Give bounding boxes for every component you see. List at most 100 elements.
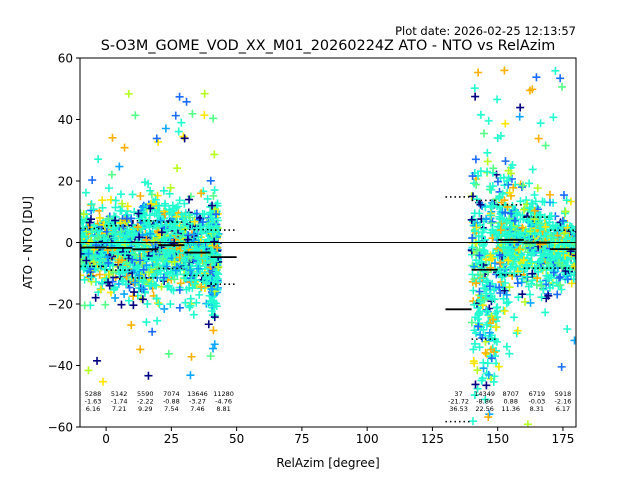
scatter-point (501, 119, 510, 128)
scatter-point (104, 214, 113, 223)
scatter-point (475, 309, 484, 318)
scatter-point (128, 255, 137, 264)
scatter-point (123, 226, 132, 235)
scatter-point (515, 112, 524, 121)
scatter-point (165, 189, 174, 198)
scatter-point (175, 196, 184, 205)
scatter-point (484, 413, 493, 422)
scatter-point (549, 233, 558, 242)
scatter-point (141, 288, 150, 297)
scatter-point (157, 228, 166, 237)
scatter-point (153, 316, 162, 325)
scatter-point (143, 299, 152, 308)
scatter-point (493, 95, 502, 104)
scatter-point (474, 322, 483, 331)
scatter-point (182, 97, 191, 106)
bin-stat-label: 7074 (163, 390, 180, 398)
scatter-point (490, 295, 499, 304)
scatter-point (526, 298, 535, 307)
bin-stat-label: -1.74 (111, 398, 128, 406)
scatter-point (485, 328, 494, 337)
scatter-point (481, 348, 490, 357)
x-tick-label: 25 (164, 432, 179, 446)
scatter-point (486, 251, 495, 260)
scatter-point (475, 251, 484, 260)
scatter-point (163, 268, 172, 277)
x-tick-label: 150 (486, 432, 509, 446)
bin-stat-label: 6.16 (86, 405, 100, 413)
scatter-point (549, 268, 558, 277)
scatter-point (206, 297, 215, 306)
scatter-point (115, 162, 124, 171)
scatter-point (180, 199, 189, 208)
scatter-point (489, 315, 498, 324)
scatter-point (469, 345, 478, 354)
scatter-point (547, 211, 556, 220)
scatter-point (535, 224, 544, 233)
scatter-point (558, 216, 567, 225)
scatter-point (149, 236, 158, 245)
scatter-point (528, 269, 537, 278)
scatter-point (518, 181, 527, 190)
y-axis-label: ATO - NTO [DU] (21, 196, 35, 289)
scatter-point (163, 282, 172, 291)
scatter-point (170, 275, 179, 284)
bin-stat-label: -1.63 (85, 398, 102, 406)
scatter-point (192, 224, 201, 233)
scatter-point (108, 133, 117, 142)
scatter-point (479, 241, 488, 250)
x-tick-label: 100 (356, 432, 379, 446)
scatter-point (492, 303, 501, 312)
scatter-point (86, 272, 95, 281)
scatter-point (507, 223, 516, 232)
bin-statistics (80, 196, 576, 423)
scatter-point (209, 191, 218, 200)
bin-stat-label: 14349 (474, 390, 495, 398)
scatter-point (471, 92, 480, 101)
scatter-point (482, 215, 491, 224)
scatter-point (478, 202, 487, 211)
scatter-point (563, 325, 572, 334)
scatter-point (131, 111, 140, 120)
scatter-point (479, 325, 488, 334)
y-tick-label: 40 (58, 113, 73, 127)
scatter-point (128, 190, 137, 199)
scatter-point (484, 370, 493, 379)
scatter-point (545, 283, 554, 292)
scatter-point (562, 196, 571, 205)
scatter-point (541, 141, 550, 150)
scatter-point (486, 334, 495, 343)
scatter-point (164, 349, 173, 358)
bin-stat-label: 5142 (111, 390, 128, 398)
scatter-point (82, 256, 91, 265)
scatter-point (204, 320, 213, 329)
y-tick-label: 20 (58, 175, 73, 189)
scatter-point (467, 318, 476, 327)
scatter-point (471, 313, 480, 322)
scatter-point (519, 205, 528, 214)
scatter-point (209, 114, 218, 123)
scatter-point (130, 288, 139, 297)
scatter-point (203, 194, 212, 203)
scatter-point (483, 359, 492, 368)
scatter-point (473, 246, 482, 255)
scatter-point (173, 164, 182, 173)
scatter-point (470, 326, 479, 335)
scatter-point (531, 220, 540, 229)
scatter-point (129, 292, 138, 301)
y-tick-label: −20 (48, 298, 73, 312)
scatter-point (525, 203, 534, 212)
scatter-point (156, 216, 165, 225)
scatter-point (551, 66, 560, 75)
scatter-point (103, 252, 112, 261)
scatter-point (89, 205, 98, 214)
scatter-point (209, 326, 218, 335)
scatter-point (87, 200, 96, 209)
scatter-point (170, 222, 179, 231)
scatter-point (88, 176, 97, 185)
bin-stat-label: 13646 (187, 390, 208, 398)
scatter-point (555, 274, 564, 283)
scatter-point (136, 191, 145, 200)
scatter-point (187, 276, 196, 285)
